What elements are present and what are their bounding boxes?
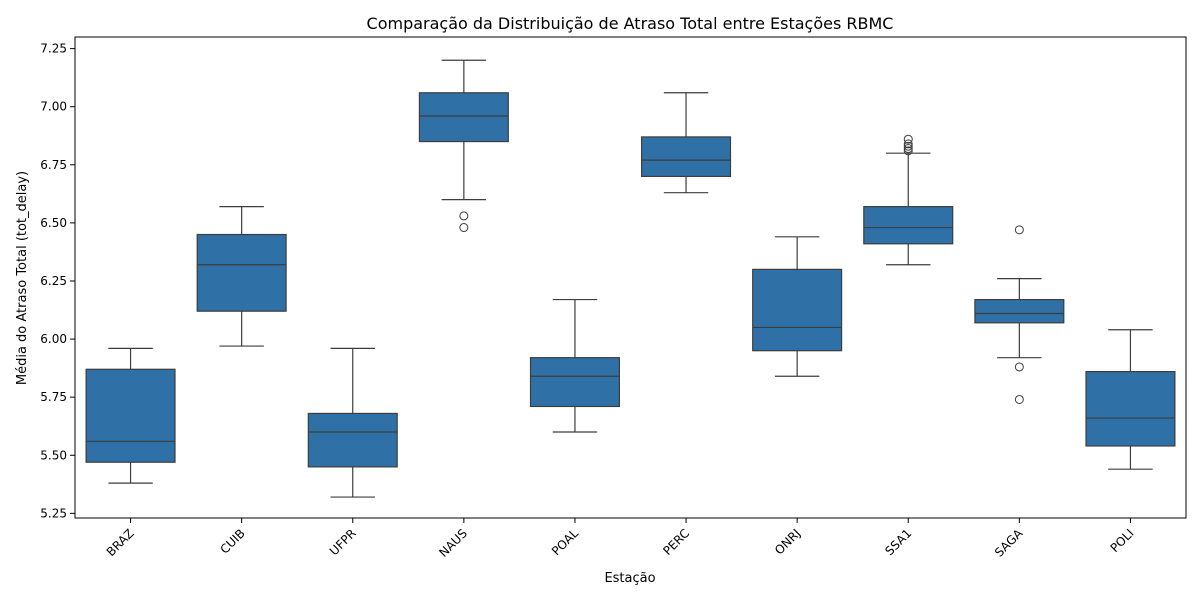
box-ssa1 — [863, 206, 954, 245]
outlier-point — [459, 211, 469, 221]
x-tick-label: SSA1 — [882, 526, 914, 558]
outlier-point — [459, 223, 469, 233]
x-tick-label: UFPR — [327, 526, 359, 558]
box-onrj — [752, 268, 843, 352]
y-tick-label: 6.25 — [40, 274, 67, 288]
x-axis-label: Estação — [604, 571, 655, 586]
box-saga — [974, 298, 1065, 324]
x-tick-label: NAUS — [436, 526, 470, 560]
y-tick-label: 7.25 — [40, 42, 67, 56]
axes-frame — [74, 36, 1187, 519]
y-tick-label: 5.50 — [40, 448, 67, 462]
outlier-point — [1014, 394, 1024, 404]
box-cuib — [196, 233, 287, 312]
y-tick-label: 5.75 — [40, 390, 67, 404]
outlier-point — [903, 144, 913, 154]
y-axis-label: Média do Atraso Total (tot_delay) — [15, 171, 30, 385]
x-tick-label: BRAZ — [104, 526, 137, 559]
y-tick-label: 5.25 — [40, 506, 67, 520]
box-poli — [1085, 371, 1176, 447]
outlier-point — [903, 141, 913, 151]
y-tick-label: 6.75 — [40, 158, 67, 172]
chart-title: Comparação da Distribuição de Atraso Tot… — [367, 14, 894, 33]
box-braz — [85, 368, 176, 463]
outlier-point — [903, 146, 913, 156]
outlier-point — [903, 134, 913, 144]
x-tick-label: POAL — [549, 526, 581, 558]
x-tick-label: POLI — [1108, 526, 1137, 555]
y-tick-label: 6.00 — [40, 332, 67, 346]
box-naus — [418, 92, 509, 143]
x-tick-label: SAGA — [992, 526, 1026, 560]
x-tick-label: CUIB — [217, 526, 247, 556]
y-tick-label: 7.00 — [40, 100, 67, 114]
x-tick-label: PERC — [660, 526, 692, 558]
box-poal — [529, 357, 620, 408]
outlier-point — [1014, 362, 1024, 372]
x-tick-label: ONRJ — [772, 526, 803, 557]
outlier-point — [1014, 225, 1024, 235]
y-tick-label: 6.50 — [40, 216, 67, 230]
box-ufpr — [307, 412, 398, 468]
plot-area: 5.25 5.50 5.75 6.00 6.25 6.50 6.75 7.00 7.25 BRAZ… — [40, 36, 1187, 560]
outlier-point — [903, 139, 913, 149]
box-perc — [641, 136, 732, 178]
